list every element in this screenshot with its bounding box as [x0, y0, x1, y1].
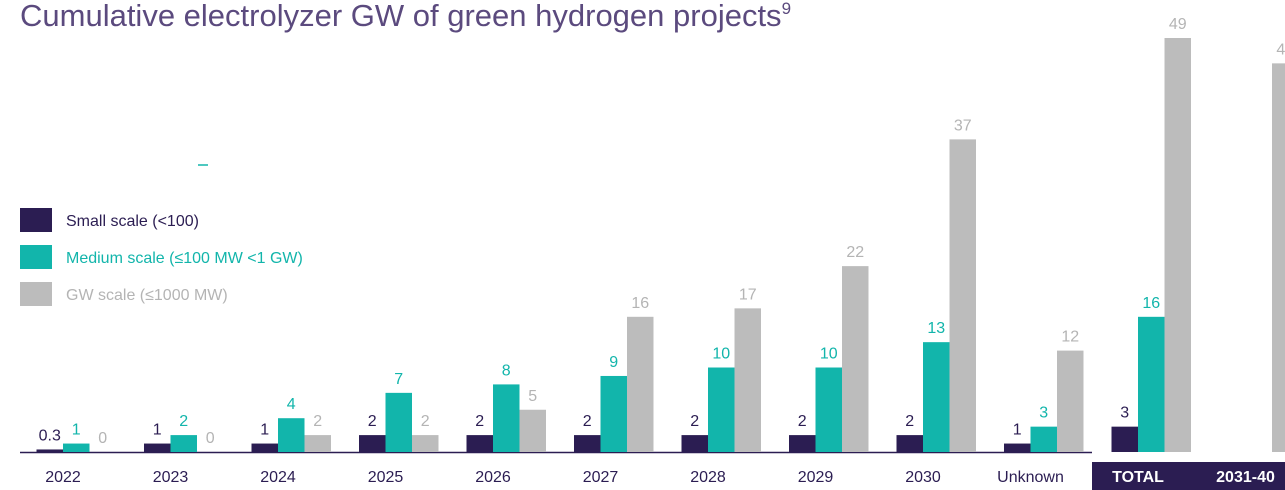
bar [842, 266, 869, 452]
value-label: 2 [421, 413, 430, 430]
bar [789, 435, 816, 452]
bar [519, 409, 546, 452]
bar [1138, 316, 1165, 452]
x-tick-label: 2024 [260, 469, 296, 486]
value-label: 2 [313, 413, 322, 430]
title-text: Cumulative electrolyzer GW of green hydr… [20, 0, 782, 33]
bar [1004, 443, 1031, 452]
value-label: 2 [368, 413, 377, 430]
bar [1030, 426, 1057, 452]
value-label: 16 [631, 295, 649, 312]
value-label: 49 [1169, 16, 1187, 33]
value-label: 0 [98, 430, 107, 447]
value-label: 0.3 [39, 427, 61, 444]
value-label: 3 [1039, 405, 1048, 422]
legend-swatch [20, 208, 52, 232]
value-label: 13 [927, 320, 945, 337]
value-label: 12 [1061, 329, 1079, 346]
value-label: 2 [690, 413, 699, 430]
bar [600, 375, 627, 452]
legend-label: Small scale (<100) [66, 213, 199, 230]
total-highlight [1092, 462, 1285, 490]
value-label: 2 [179, 413, 188, 430]
value-label: 2 [798, 413, 807, 430]
value-label: 10 [712, 346, 730, 363]
bar [1164, 38, 1191, 452]
value-label: 2 [583, 413, 592, 430]
bar [304, 435, 331, 452]
bar [36, 449, 63, 452]
x-tick-label: 2027 [583, 469, 619, 486]
bar [1057, 350, 1084, 452]
bar [734, 308, 761, 452]
x-tick-label: 2028 [690, 469, 726, 486]
x-tick-label: 2026 [475, 469, 511, 486]
value-label: 1 [1013, 422, 1022, 439]
bar [251, 443, 278, 452]
bar [412, 435, 439, 452]
value-label: 2 [475, 413, 484, 430]
bar [949, 139, 976, 452]
value-label: 37 [954, 117, 972, 134]
value-label: 8 [502, 362, 511, 379]
bar [896, 435, 923, 452]
value-label: 1 [72, 422, 81, 439]
legend-swatch [20, 282, 52, 306]
value-label: 16 [1142, 295, 1160, 312]
x-tick-label: 2030 [905, 469, 941, 486]
x-tick-label: 2025 [368, 469, 404, 486]
value-label: 17 [739, 286, 757, 303]
value-label: 46 [1276, 41, 1285, 58]
bar [144, 443, 171, 452]
bar [278, 418, 305, 452]
bar [627, 316, 654, 452]
legend-label: Medium scale (≤100 MW <1 GW) [66, 250, 303, 267]
x-tick-label: TOTAL [1112, 469, 1164, 486]
value-label: 5 [528, 388, 537, 405]
x-tick-label: 2031-40 [1216, 469, 1275, 486]
x-tick-label: Unknown [997, 469, 1064, 486]
value-label: 1 [153, 422, 162, 439]
x-tick-label: 2023 [153, 469, 189, 486]
x-tick-label: 2029 [798, 469, 834, 486]
value-label: 9 [609, 354, 618, 371]
value-label: 22 [846, 244, 864, 261]
bar [63, 443, 90, 452]
value-label: 3 [1120, 405, 1129, 422]
legend-swatch [20, 245, 52, 269]
bar [493, 384, 520, 452]
x-tick-label: 2022 [45, 469, 81, 486]
title-superscript: 9 [782, 0, 791, 18]
bar [385, 392, 412, 452]
value-label: 4 [287, 396, 296, 413]
chart-title: Cumulative electrolyzer GW of green hydr… [20, 0, 791, 33]
value-label: 10 [820, 346, 838, 363]
legend-label: GW scale (≤1000 MW) [66, 287, 228, 304]
bar [1272, 63, 1285, 453]
bar [359, 435, 386, 452]
value-label: 2 [905, 413, 914, 430]
bar [170, 435, 197, 452]
bar [466, 435, 493, 452]
bar [708, 367, 735, 452]
value-label: 1 [260, 422, 269, 439]
bar [681, 435, 708, 452]
bar [815, 367, 842, 452]
bar [1111, 426, 1138, 452]
value-label: 7 [394, 371, 403, 388]
bar [923, 342, 950, 452]
value-label: 0 [206, 430, 215, 447]
bar [574, 435, 601, 452]
